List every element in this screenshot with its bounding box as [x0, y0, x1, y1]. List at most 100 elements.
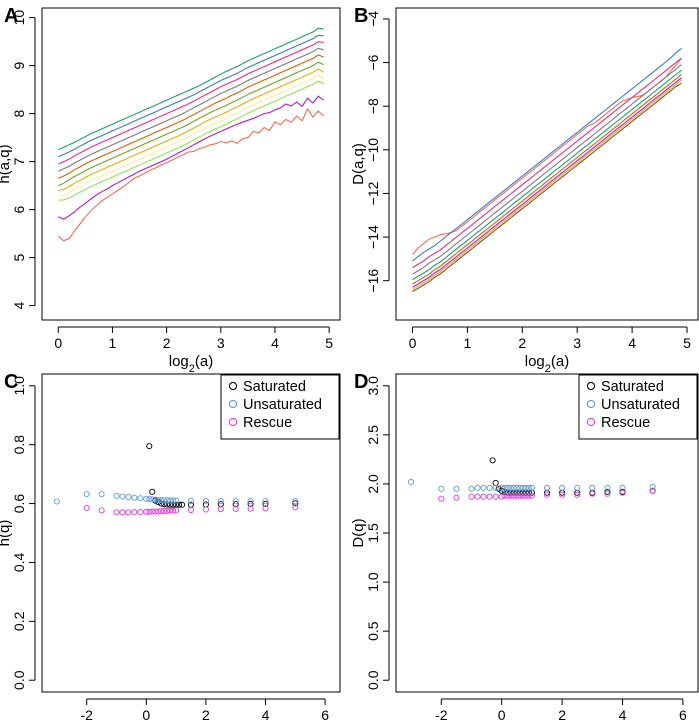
point-rescue — [492, 493, 499, 500]
y-tick-label: −6 — [365, 54, 381, 70]
point-unsaturated — [474, 484, 481, 491]
legend-marker-unsaturated — [228, 399, 238, 409]
point-rescue — [164, 507, 171, 514]
point-unsaturated — [408, 478, 415, 486]
plot-frame — [41, 373, 341, 693]
x-tick-label: 6 — [679, 707, 687, 723]
point-unsaturated — [53, 498, 60, 505]
point-saturated — [232, 501, 239, 508]
point-unsaturated — [559, 484, 566, 491]
point-unsaturated — [202, 497, 209, 504]
series-line-q6 — [58, 61, 324, 187]
point-saturated — [247, 500, 254, 507]
point-unsaturated — [125, 494, 132, 501]
y-axis: 4 5 6 7 8 9 10 — [11, 10, 36, 309]
x-tick-label: 1 — [109, 335, 117, 351]
x-tick-label: 5 — [325, 335, 333, 351]
legend-marker-rescue — [228, 417, 238, 427]
point-rescue — [152, 508, 159, 515]
point-rescue — [143, 508, 150, 515]
y-tick-label: 0.2 — [11, 611, 27, 631]
point-rescue — [131, 509, 138, 516]
point-rescue — [217, 506, 224, 513]
point-unsaturated — [155, 496, 162, 504]
point-rescue — [498, 493, 505, 500]
point-unsaturated — [589, 484, 596, 491]
x-tick-label: 0 — [54, 335, 62, 351]
point-rescue — [519, 492, 526, 499]
point-unsaturated — [262, 498, 269, 505]
point-unsaturated — [468, 485, 475, 492]
point-unsaturated — [146, 496, 153, 503]
point-saturated — [489, 457, 496, 464]
x-tick-label: 2 — [202, 707, 210, 723]
legend-box — [220, 374, 340, 440]
y-tick-label: −16 — [365, 269, 381, 293]
point-rescue — [504, 492, 511, 499]
point-rescue — [480, 493, 487, 500]
series-line-q10 — [58, 95, 325, 220]
legend-marker-saturated — [228, 381, 238, 391]
point-rescue — [83, 504, 90, 512]
x-axis: -2 0 2 4 6 — [80, 698, 329, 723]
point-rescue — [510, 492, 517, 499]
x-title-part: (a) — [551, 353, 569, 370]
y-tick-label: 1.0 — [11, 376, 27, 396]
plot-area — [57, 27, 325, 242]
point-rescue — [146, 508, 153, 515]
x-tick-label: 2 — [518, 335, 526, 351]
point-rescue — [559, 491, 566, 498]
y-tick-label: 3.0 — [365, 376, 381, 396]
series-line-q11 — [57, 107, 325, 242]
point-unsaturated — [649, 483, 656, 490]
point-saturated — [170, 501, 177, 508]
point-rescue — [486, 493, 493, 500]
point-unsaturated — [516, 484, 523, 491]
point-rescue — [247, 505, 254, 512]
y-tick-label: 8 — [11, 109, 27, 117]
point-saturated — [146, 443, 153, 450]
y-tick-label: 1.5 — [365, 523, 381, 543]
point-unsaturated — [158, 496, 165, 504]
series-line-q4 — [412, 64, 682, 275]
x-title-part: (a) — [195, 353, 213, 370]
x-tick-label: 2 — [163, 335, 171, 351]
point-unsaturated — [513, 484, 520, 491]
y-tick-label: 4 — [11, 301, 27, 309]
y-tick-label: −8 — [365, 98, 381, 114]
point-unsaturated — [507, 484, 514, 491]
y-tick-label: −4 — [365, 11, 381, 27]
legend-box — [578, 374, 698, 440]
x-tick-label: 4 — [619, 707, 627, 723]
series-line-q4 — [58, 47, 324, 172]
x-axis: -2 0 2 4 6 — [435, 698, 687, 723]
point-rescue — [516, 492, 523, 499]
point-saturated — [501, 488, 508, 495]
y-axis-title: h(q) — [0, 520, 13, 547]
x-tick-label: 0 — [498, 707, 506, 723]
y-axis-title: D(a,q) — [350, 143, 367, 185]
point-saturated — [292, 500, 299, 507]
point-unsaturated — [498, 484, 505, 491]
point-unsaturated — [504, 484, 511, 491]
legend-marker-saturated — [586, 381, 596, 391]
point-unsaturated — [438, 485, 445, 492]
point-rescue — [149, 508, 156, 515]
legend-label-saturated: Saturated — [243, 379, 306, 395]
point-rescue — [173, 507, 180, 514]
legend-marker-rescue — [586, 417, 596, 427]
series-line-q5 — [412, 69, 682, 281]
y-tick-label: −10 — [365, 138, 381, 162]
legend-marker-unsaturated — [586, 399, 596, 409]
point-rescue — [125, 509, 132, 516]
series-line-q2 — [58, 34, 324, 158]
x-tick-label: 4 — [628, 335, 636, 351]
point-rescue — [113, 509, 120, 516]
series-line-q2 — [412, 47, 682, 262]
point-unsaturated — [519, 484, 526, 491]
x-tick-label: 0 — [409, 335, 417, 351]
point-unsaturated — [501, 484, 508, 491]
point-unsaturated — [604, 484, 611, 491]
y-tick-label: 9 — [11, 61, 27, 69]
